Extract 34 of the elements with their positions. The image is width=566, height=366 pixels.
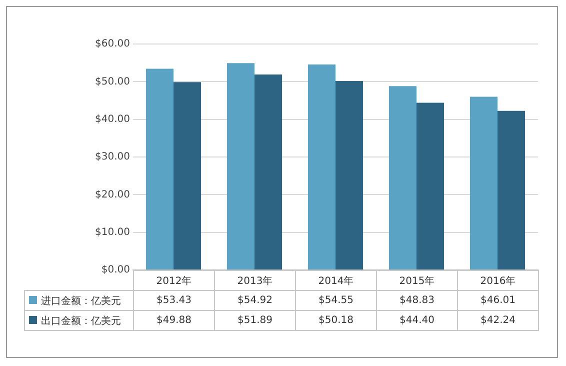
data-label: $48.83 bbox=[376, 290, 458, 311]
legend-label: 进口金额：亿美元 bbox=[41, 296, 121, 306]
bar bbox=[173, 82, 202, 270]
y-tick-label: $60.00 bbox=[94, 38, 130, 50]
data-label: $53.43 bbox=[132, 290, 215, 311]
bar bbox=[254, 74, 282, 270]
bar bbox=[308, 64, 336, 270]
y-tick-label: $0.00 bbox=[101, 264, 130, 276]
data-label: $42.24 bbox=[456, 310, 539, 331]
x-tick-label: 2015年 bbox=[376, 270, 458, 291]
x-tick-label: 2016年 bbox=[456, 270, 539, 291]
data-label: $54.92 bbox=[214, 290, 296, 311]
x-tick-label: 2012年 bbox=[132, 270, 215, 291]
y-tick-label: $20.00 bbox=[94, 189, 130, 200]
x-tick-label: 2014年 bbox=[294, 270, 377, 291]
legend-label: 出口金额：亿美元 bbox=[41, 316, 121, 326]
y-tick-label: $10.00 bbox=[94, 226, 130, 238]
bar bbox=[146, 68, 174, 270]
data-label: $51.89 bbox=[214, 310, 296, 331]
data-label: $46.01 bbox=[456, 290, 539, 311]
bar bbox=[416, 102, 444, 270]
y-tick-label: $30.00 bbox=[94, 152, 130, 163]
data-label: $50.18 bbox=[294, 310, 377, 331]
data-label: $54.55 bbox=[294, 290, 377, 311]
bar bbox=[498, 110, 526, 270]
bar bbox=[335, 80, 364, 270]
y-tick-label: $40.00 bbox=[94, 114, 130, 125]
data-label: $49.88 bbox=[132, 310, 215, 331]
data-label: $44.40 bbox=[376, 310, 458, 331]
bar bbox=[226, 63, 254, 270]
bar bbox=[470, 96, 498, 270]
x-tick-label: 2013年 bbox=[214, 270, 296, 291]
y-tick-label: $50.00 bbox=[94, 76, 130, 88]
bar bbox=[388, 86, 416, 270]
